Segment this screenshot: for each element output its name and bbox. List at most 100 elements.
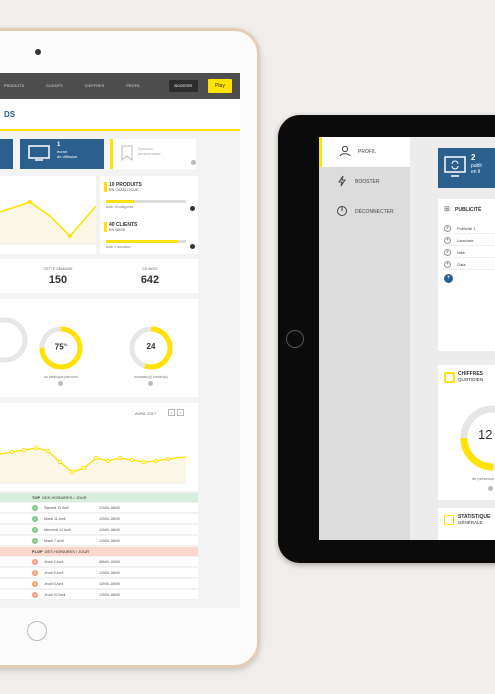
top-hours-3: 12h00-18h00 [99,527,121,532]
stat-week-value: 150 [48,274,68,286]
counters-panel: 10 PRODUITS EN CATALOGUE Avoir 15 catégo… [100,176,198,254]
flop-row-2: 2 Jeudi 5 Avril 12h00-18h00 [0,568,198,578]
donut-contacts [129,326,173,370]
donut-catalogue-dot[interactable] [58,381,63,386]
tablet-black: PROFIL BOOSTER DÉCONNECTER [278,115,495,563]
flop-hours-4: 12h00-18h00 [99,592,121,597]
top-rank-1: 1 [32,504,38,511]
top-row-4: 4 Mardi 7 Avril 12h00-18h00 [0,536,198,546]
stat-month-label: CE MOIS [142,267,158,271]
add-icon[interactable]: + [444,224,451,232]
presence-value: 12 [478,427,493,442]
flop-row-3: 3 Jeudi 6 Avril 12h00-18h00 [0,579,198,589]
top-day-2: Mardi 11 Avril [44,516,66,521]
screens-label: écran de diffusion [57,149,78,159]
card-partial[interactable] [0,139,13,169]
chiffres-panel: CHIFFRES QUOTIDIEN 12 de présence [438,365,495,500]
products-count: 10 PRODUITS [109,182,142,188]
top-hours-2: 12h00-18h00 [99,516,121,521]
presence-dot[interactable] [488,486,493,491]
top-day-4: Mardi 7 Avril [44,538,64,543]
flop-day-3: Jeudi 6 Avril [44,581,64,586]
pub-row-3[interactable]: + Nike [444,247,495,258]
donut-contacts-value: 24 [146,342,156,351]
info-dot[interactable] [191,160,196,165]
card-screens[interactable]: 1 écran de diffusion [20,139,104,169]
pub-row-4[interactable]: + Gala [444,259,495,270]
products-dot[interactable] [190,206,195,211]
lightning-icon [333,175,351,189]
stats-title: STATISTIQUE GÉNÉRALE [458,514,491,525]
page-title-bar: DS [0,99,240,131]
add-icon[interactable]: + [444,260,451,268]
clients-count: 40 CLIENTS [109,222,138,228]
presence-label: de présence [472,476,495,481]
products-box: 10 PRODUITS EN CATALOGUE [104,182,188,192]
pub-title: PUBLICITÉ [455,207,482,213]
nav-produits[interactable]: PRODUITS [4,84,25,88]
cards-row: 1 écran de diffusion Sponsor personnalisé [0,139,240,171]
stat-week-label: CETTE SEMAINE [43,267,73,271]
monthly-chart-panel: AVRIL 2017 ‹ › [0,403,198,491]
monitor-icon [28,145,50,161]
booster-button[interactable]: BOOSTER [168,80,199,92]
home-button-black[interactable] [286,330,304,348]
nav-chiffres[interactable]: CHIFFRES [84,84,105,88]
sidebar-item-profil[interactable]: PROFIL [319,137,410,167]
pub-row-2[interactable]: + Lancôme [444,235,495,246]
flop-rank-4: 4 [32,591,38,598]
publicite-panel: ⊞ PUBLICITÉ + Publicité 1 + Lancôme + Nike … [438,199,495,351]
play-button[interactable]: Play [208,79,232,93]
add-icon[interactable]: + [444,236,451,244]
donut-catalogue-value: 75% [54,342,68,352]
page-title: DS [4,109,16,119]
right-main: 2 publi en li ⊞ PUBLICITÉ + Publicité 1 + L… [410,137,495,540]
donut-contacts-dot[interactable] [148,381,153,386]
flop-day-2: Jeudi 5 Avril [44,570,64,575]
top-day-1: Samedi 15 Avril [44,505,69,510]
card-publicites[interactable]: 2 publi en li [438,148,495,188]
sidebar-item-deconnecter[interactable]: DÉCONNECTER [319,197,410,227]
nav-clients[interactable]: CLIENTS [46,84,63,88]
donut-partial [0,317,28,363]
prev-month-button[interactable]: ‹ [168,409,175,416]
activity-chart [0,176,97,254]
flop-hours-3: 12h00-18h00 [99,581,121,586]
camera-dot [35,49,41,55]
sidebar-label-booster: BOOSTER [355,179,380,185]
month-label: AVRIL 2017 [135,411,157,416]
add-pub-button[interactable]: + [444,274,453,283]
sidebar-label-deconnecter: DÉCONNECTER [355,209,394,215]
chart-icon [444,372,455,383]
donut-catalogue [39,326,83,370]
nav-profil[interactable]: PROFIL [126,84,141,88]
top-row-3: 3 Mercredi 12 Avril 12h00-18h00 [0,525,198,535]
tablet-white: PRODUITS CLIENTS CHIFFRES PROFIL BOOSTER… [0,28,260,668]
top-row-2: 2 Mardi 11 Avril 12h00-18h00 [0,514,198,524]
badge-icon [121,145,133,161]
flop-bold: FLOP [32,549,43,554]
screens-count: 1 [57,142,61,148]
sponsor-label: Sponsor personnalisé [138,146,161,156]
flop-hours-header: FLOP DES HORAIRES / JOUR [0,547,198,556]
add-icon[interactable]: + [444,248,451,256]
flop-row-4: 4 Jeudi 20 Avril 12h00-18h00 [0,590,198,600]
profile-screen: PROFIL BOOSTER DÉCONNECTER [319,137,495,540]
monitor-sync-icon [444,156,466,177]
donut-catalogue-label: du catalogue parcouru [44,375,78,379]
home-button[interactable] [27,621,47,641]
top-day-3: Mercredi 12 Avril [44,527,71,532]
pub-row-1[interactable]: + Publicité 1 [444,223,495,234]
flop-rest: DES HORAIRES / JOUR [44,549,90,554]
clients-dot[interactable] [190,244,195,249]
flop-rank-1: 1 [32,558,38,565]
products-sub: Avoir 15 catégories [106,205,134,209]
card-sponsor[interactable]: Sponsor personnalisé [110,139,196,169]
bars-icon [444,515,454,525]
flop-day-4: Jeudi 20 Avril [44,592,66,597]
sidebar-item-booster[interactable]: BOOSTER [319,167,410,197]
sidebar: PROFIL BOOSTER DÉCONNECTER [319,137,410,540]
top-hours-4: 12h00-18h00 [99,538,121,543]
top-rank-4: 4 [32,537,38,544]
next-month-button[interactable]: › [177,409,184,416]
